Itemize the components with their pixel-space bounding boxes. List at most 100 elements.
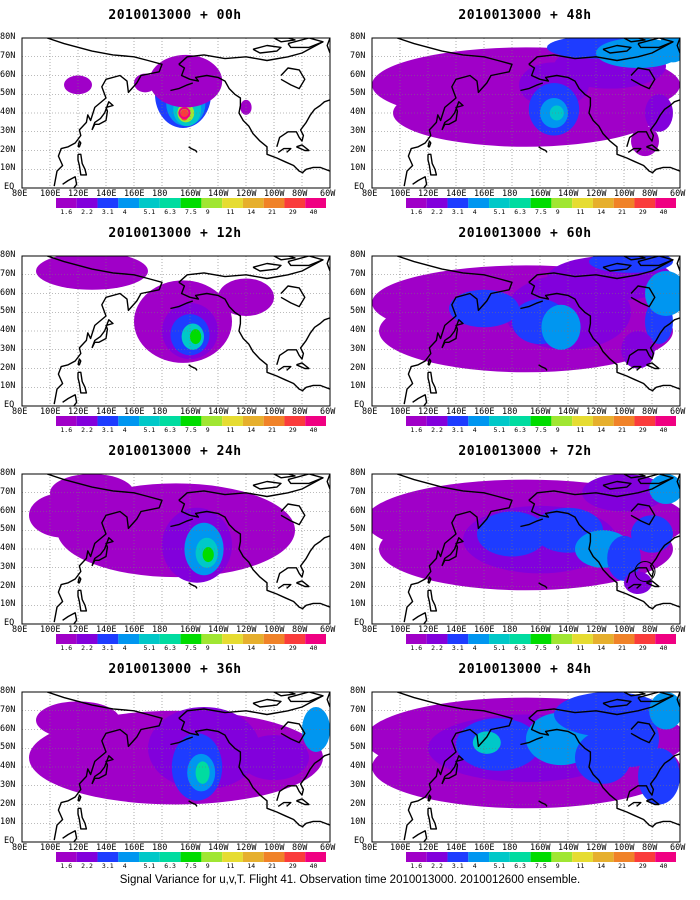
colorbar-swatch <box>447 416 469 426</box>
colorbar-label: 14 <box>597 644 606 652</box>
coastline <box>77 140 82 148</box>
colorbar-label: 4 <box>472 644 477 652</box>
colorbar-label: 5.1 <box>493 862 506 870</box>
colorbar-swatch <box>180 416 202 426</box>
lat-tick-label: 60N <box>350 723 366 734</box>
colorbar-label: 40 <box>309 426 318 434</box>
coastline <box>178 717 304 828</box>
colorbar-label: 9 <box>205 862 210 870</box>
lon-tick-label: 160E <box>124 843 145 853</box>
coastline <box>646 580 660 588</box>
colorbar-label: 14 <box>247 862 256 870</box>
colorbar-label: 21 <box>618 426 626 434</box>
map-panel: 2010013000 + 72h 80N 70N 60N 50N 40N 30N 20N 10… <box>350 436 700 656</box>
coastline <box>277 583 292 589</box>
lon-tick-label: 80E <box>362 843 378 853</box>
coastline <box>538 800 548 807</box>
lon-tick-label: 80E <box>12 843 28 853</box>
map-plot <box>21 255 331 407</box>
colorbar-swatch <box>468 634 490 644</box>
lon-tick-label: 100W <box>264 407 285 417</box>
colorbar-swatch <box>263 198 285 208</box>
lon-tick-label: 60W <box>670 189 686 199</box>
coastline <box>637 474 674 485</box>
colorbar-label: 29 <box>638 862 647 870</box>
lon-tick-label: 160E <box>474 189 495 199</box>
colorbar-swatch <box>201 634 223 644</box>
lon-tick-label: 80E <box>12 189 28 199</box>
lat-tick-label: 30N <box>0 779 16 790</box>
coastline <box>427 358 432 366</box>
coastline <box>287 38 324 49</box>
lon-tick-label: 140W <box>558 189 579 199</box>
lon-tick-label: 60W <box>320 843 336 853</box>
lat-tick-label: 40N <box>0 325 16 335</box>
colorbar-label: 29 <box>288 644 297 652</box>
colorbar-swatch <box>489 634 510 644</box>
colorbar-label: 40 <box>309 644 318 652</box>
colorbar-swatch <box>655 198 676 208</box>
coastline <box>178 281 304 392</box>
lon-tick-label: 140W <box>558 843 579 853</box>
lat-tick-label: 10N <box>350 817 366 828</box>
map-panel: 2010013000 + 24h 80N 70N 60N 50N 40N 30N 20N 10… <box>0 436 350 656</box>
colorbar-swatch <box>222 852 243 862</box>
coastline <box>602 480 632 490</box>
colorbar-label: 7.5 <box>185 208 197 216</box>
coastline <box>287 256 324 267</box>
colorbar-label: 29 <box>288 426 297 434</box>
lat-tick-label: 80N <box>350 686 366 696</box>
colorbar-label: 11 <box>226 426 235 434</box>
colorbar-swatch <box>551 416 573 426</box>
coastline <box>273 256 296 261</box>
variance-contour <box>549 105 564 121</box>
lat-tick-label: 50N <box>0 524 16 535</box>
lon-tick-label: 120E <box>68 843 89 853</box>
coastline <box>646 362 660 370</box>
lon-tick-label: 100W <box>264 843 285 853</box>
colorbar-label: 7.5 <box>535 426 547 434</box>
lat-tick-label: 30N <box>0 125 16 136</box>
colorbar-swatch <box>509 198 531 208</box>
colorbar-label: 3.1 <box>101 644 114 652</box>
coastline <box>528 695 674 719</box>
lon-tick-label: 160W <box>530 843 551 853</box>
colorbar-swatch <box>139 198 160 208</box>
lat-tick-label: 20N <box>350 362 366 373</box>
colorbar-swatch <box>551 198 573 208</box>
colorbar-swatch <box>180 634 202 644</box>
coastline <box>77 371 88 394</box>
colorbar-label: 7.5 <box>185 862 197 870</box>
colorbar-swatch <box>592 634 614 644</box>
lat-tick-label: 30N <box>0 561 16 572</box>
lat-tick-label: 60N <box>350 69 366 80</box>
coastline <box>301 384 330 392</box>
lat-tick-label: 70N <box>350 268 366 279</box>
coastline <box>77 807 88 830</box>
lon-tick-label: 180 <box>502 189 518 199</box>
coastline <box>602 262 632 272</box>
colorbar-swatch <box>509 416 531 426</box>
colorbar-label: 6.3 <box>514 862 526 870</box>
lon-tick-label: 160W <box>180 189 201 199</box>
lat-tick-label: 80N <box>350 32 366 42</box>
colorbar-label: 40 <box>659 644 668 652</box>
colorbar-swatch <box>530 416 552 426</box>
variance-contour <box>218 278 274 316</box>
coastline <box>626 99 680 147</box>
colorbar-label: 6.3 <box>164 644 176 652</box>
lon-tick-label: 140E <box>96 407 117 417</box>
variance-contour <box>645 94 673 132</box>
colorbar-swatch <box>284 198 306 208</box>
colorbar-label: 6.3 <box>514 426 526 434</box>
lon-tick-label: 80W <box>292 407 308 417</box>
lat-tick-label: 30N <box>350 125 366 136</box>
coastline <box>252 44 282 54</box>
colorbar-label: 1.6 <box>60 208 73 216</box>
lon-tick-label: 160W <box>530 625 551 635</box>
coastline <box>301 602 330 610</box>
lon-tick-label: 60W <box>320 407 336 417</box>
colorbar-swatch <box>489 198 510 208</box>
lat-tick-label: 30N <box>0 343 16 354</box>
colorbar-swatch <box>180 198 202 208</box>
